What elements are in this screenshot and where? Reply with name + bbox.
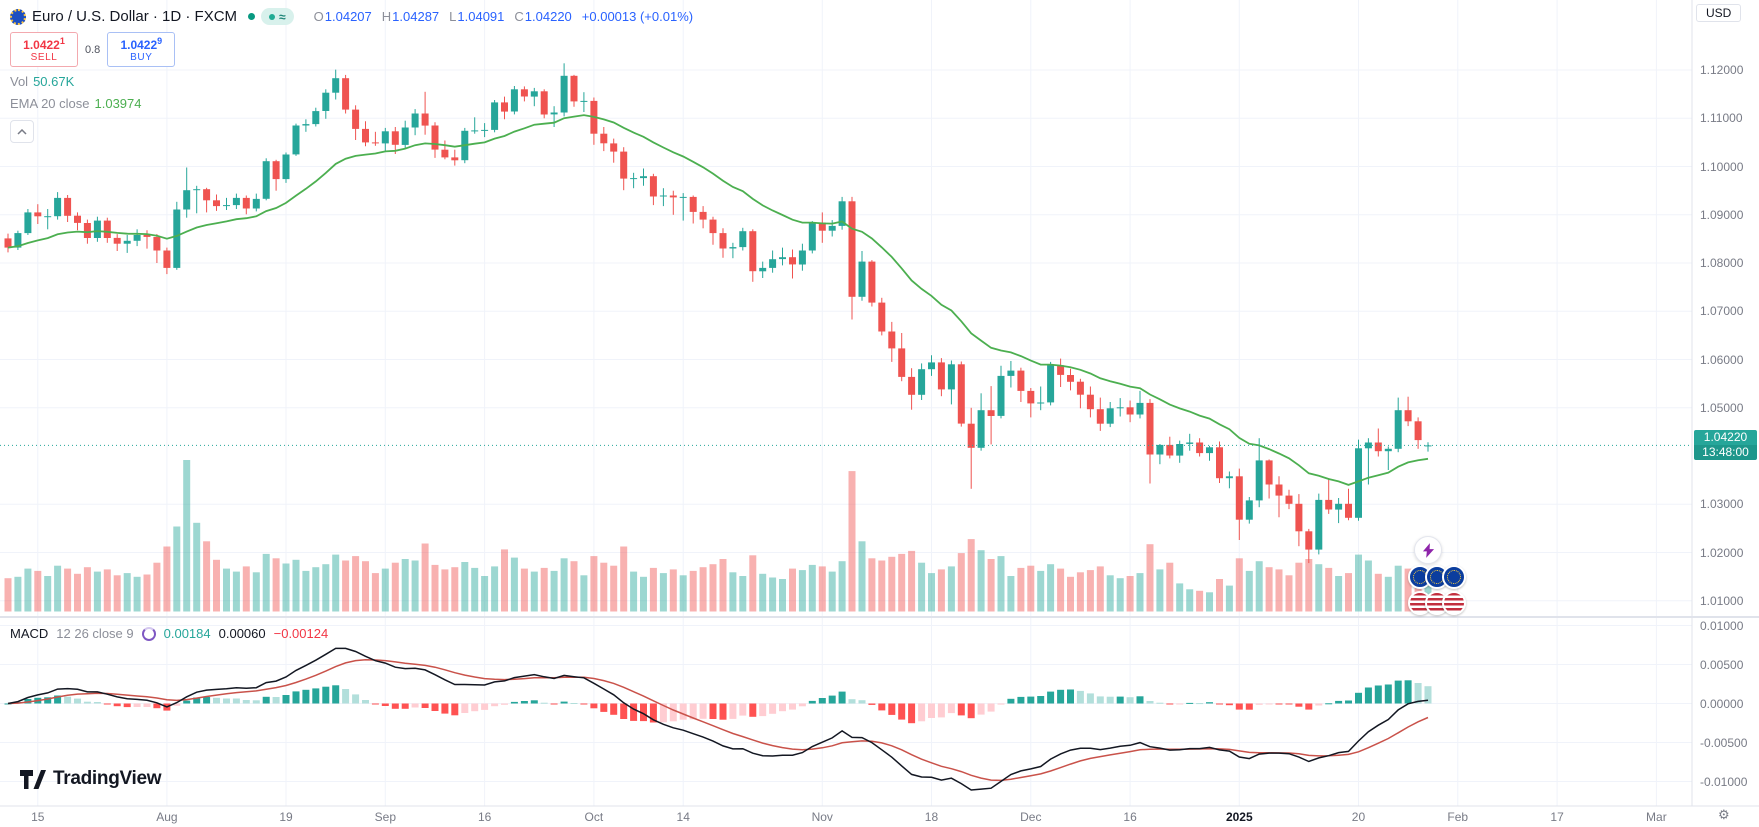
time-tick-label: 18 — [924, 810, 939, 824]
price-tick-label: -0.01000 — [1700, 774, 1748, 789]
ema-label: EMA 20 close — [10, 96, 90, 111]
macd-signal-value: −0.00124 — [273, 626, 329, 641]
pill-dot-icon — [269, 13, 276, 20]
open-value: O1.04207 — [313, 9, 372, 24]
last-price-value: 1.04220 — [1694, 430, 1757, 446]
time-tick-label: 19 — [279, 810, 293, 824]
high-value: H1.04287 — [381, 9, 440, 24]
price-tick-label: 1.01000 — [1700, 593, 1744, 608]
price-tick-label: 0.00000 — [1700, 696, 1744, 711]
price-tick-label: 1.08000 — [1700, 256, 1744, 271]
tradingview-logo-text: TradingView — [53, 768, 162, 789]
volume-indicator-row[interactable]: Vol 50.67K — [10, 74, 74, 89]
time-tick-label: Dec — [1020, 810, 1042, 824]
macd-legend[interactable]: MACD 12 26 close 9 0.00184 0.00060 −0.00… — [10, 626, 328, 641]
time-tick-label: Sep — [374, 810, 397, 824]
event-us-flag-icons[interactable] — [1408, 591, 1466, 615]
eu-flag-icon — [1442, 565, 1466, 589]
tradingview-logo[interactable]: TradingView — [20, 768, 162, 790]
time-tick-label: 16 — [477, 810, 492, 824]
ema-value: 1.03974 — [94, 96, 142, 111]
price-tick-label: 1.10000 — [1700, 159, 1744, 174]
us-flag-icon — [1442, 591, 1466, 615]
macd-title: MACD — [10, 626, 49, 641]
chart-event-markers — [1406, 536, 1476, 616]
time-tick-label: 14 — [676, 810, 690, 824]
buy-price: 1.04229 — [120, 36, 163, 52]
event-eu-flag-icons[interactable] — [1408, 565, 1466, 589]
legend-collapse-button[interactable] — [10, 120, 34, 143]
spread-value: 0.8 — [85, 43, 101, 56]
price-scale[interactable]: USD 1.04220 13:48:00 ⚙ 1.12000 1.11000 1.1… — [1692, 0, 1759, 827]
sell-label: SELL — [30, 52, 58, 63]
ohlc-values: O1.04207 H1.04287 L1.04091 C1.04220 +0.0… — [314, 9, 693, 24]
time-tick-label: Oct — [584, 810, 604, 824]
bar-close-countdown: 13:48:00 — [1694, 445, 1757, 461]
close-value: C1.04220 — [514, 9, 572, 24]
time-tick-label: 2025 — [1225, 810, 1253, 824]
volume-label: Vol — [10, 74, 29, 89]
time-tick-label: 20 — [1351, 810, 1366, 824]
macd-params: 12 26 close 9 — [56, 626, 134, 641]
tradingview-logo-icon — [20, 769, 46, 789]
time-tick-label: Nov — [811, 810, 833, 824]
macd-line-value: 0.00060 — [218, 626, 266, 641]
sell-button[interactable]: 1.04221 SELL — [10, 32, 78, 67]
price-scale-currency[interactable]: USD — [1696, 4, 1742, 22]
approx-symbol: ≈ — [279, 9, 286, 24]
symbol-title[interactable]: Euro / U.S. Dollar · 1D · FXCM — [32, 8, 238, 25]
buy-button[interactable]: 1.04229 BUY — [107, 32, 176, 67]
price-tick-label: 1.03000 — [1700, 497, 1744, 512]
price-tick-label: 1.07000 — [1700, 304, 1744, 319]
time-tick-label: 15 — [31, 810, 45, 824]
last-price-badge: 1.04220 13:48:00 — [1694, 430, 1757, 461]
price-tick-label: 1.12000 — [1700, 63, 1744, 78]
event-lightning-icon[interactable] — [1414, 536, 1442, 564]
indicator-status-icon — [141, 626, 156, 641]
ema-indicator-row[interactable]: EMA 20 close 1.03974 — [10, 96, 142, 111]
price-tick-label: 0.00500 — [1700, 657, 1744, 672]
buy-label: BUY — [130, 52, 153, 63]
chevron-up-icon — [17, 128, 27, 135]
time-tick-label: 16 — [1123, 810, 1137, 824]
sell-price: 1.04221 — [23, 36, 65, 52]
market-status-dot[interactable] — [248, 13, 256, 20]
volume-value: 50.67K — [33, 74, 75, 89]
time-tick-label: 17 — [1550, 810, 1564, 824]
price-tick-label: 1.11000 — [1700, 111, 1743, 126]
price-tick-label: 1.02000 — [1700, 545, 1744, 560]
price-tick-label: 1.06000 — [1700, 352, 1744, 367]
price-tick-label: -0.00500 — [1700, 735, 1748, 750]
chart-legend: Euro / U.S. Dollar · 1D · FXCM ≈ O1.0420… — [10, 8, 960, 148]
symbol-logo-icon — [10, 8, 26, 25]
time-tick-label: Aug — [156, 810, 178, 824]
buy-sell-widget: 1.04221 SELL 0.8 1.04229 BUY — [10, 32, 176, 67]
data-status-pill[interactable]: ≈ — [261, 8, 294, 25]
time-tick-label: Feb — [1447, 810, 1469, 824]
price-tick-label: 1.05000 — [1700, 400, 1744, 415]
price-tick-label: 1.09000 — [1700, 207, 1744, 222]
price-tick-label: 0.01000 — [1700, 618, 1744, 633]
low-value: L1.04091 — [449, 9, 505, 24]
macd-histogram-value: 0.00184 — [163, 626, 211, 641]
time-scale[interactable]: 15 Aug 19 Sep 16 Oct 14 Nov 18 Dec 16 2025 20 Feb 17 Ma… — [0, 807, 1692, 827]
price-change: +0.00013 (+0.01%) — [581, 9, 694, 24]
time-tick-label: Mar — [1646, 810, 1667, 824]
symbol-row: Euro / U.S. Dollar · 1D · FXCM ≈ O1.0420… — [10, 8, 693, 25]
scale-settings-gear-icon[interactable]: ⚙ — [1718, 807, 1730, 822]
